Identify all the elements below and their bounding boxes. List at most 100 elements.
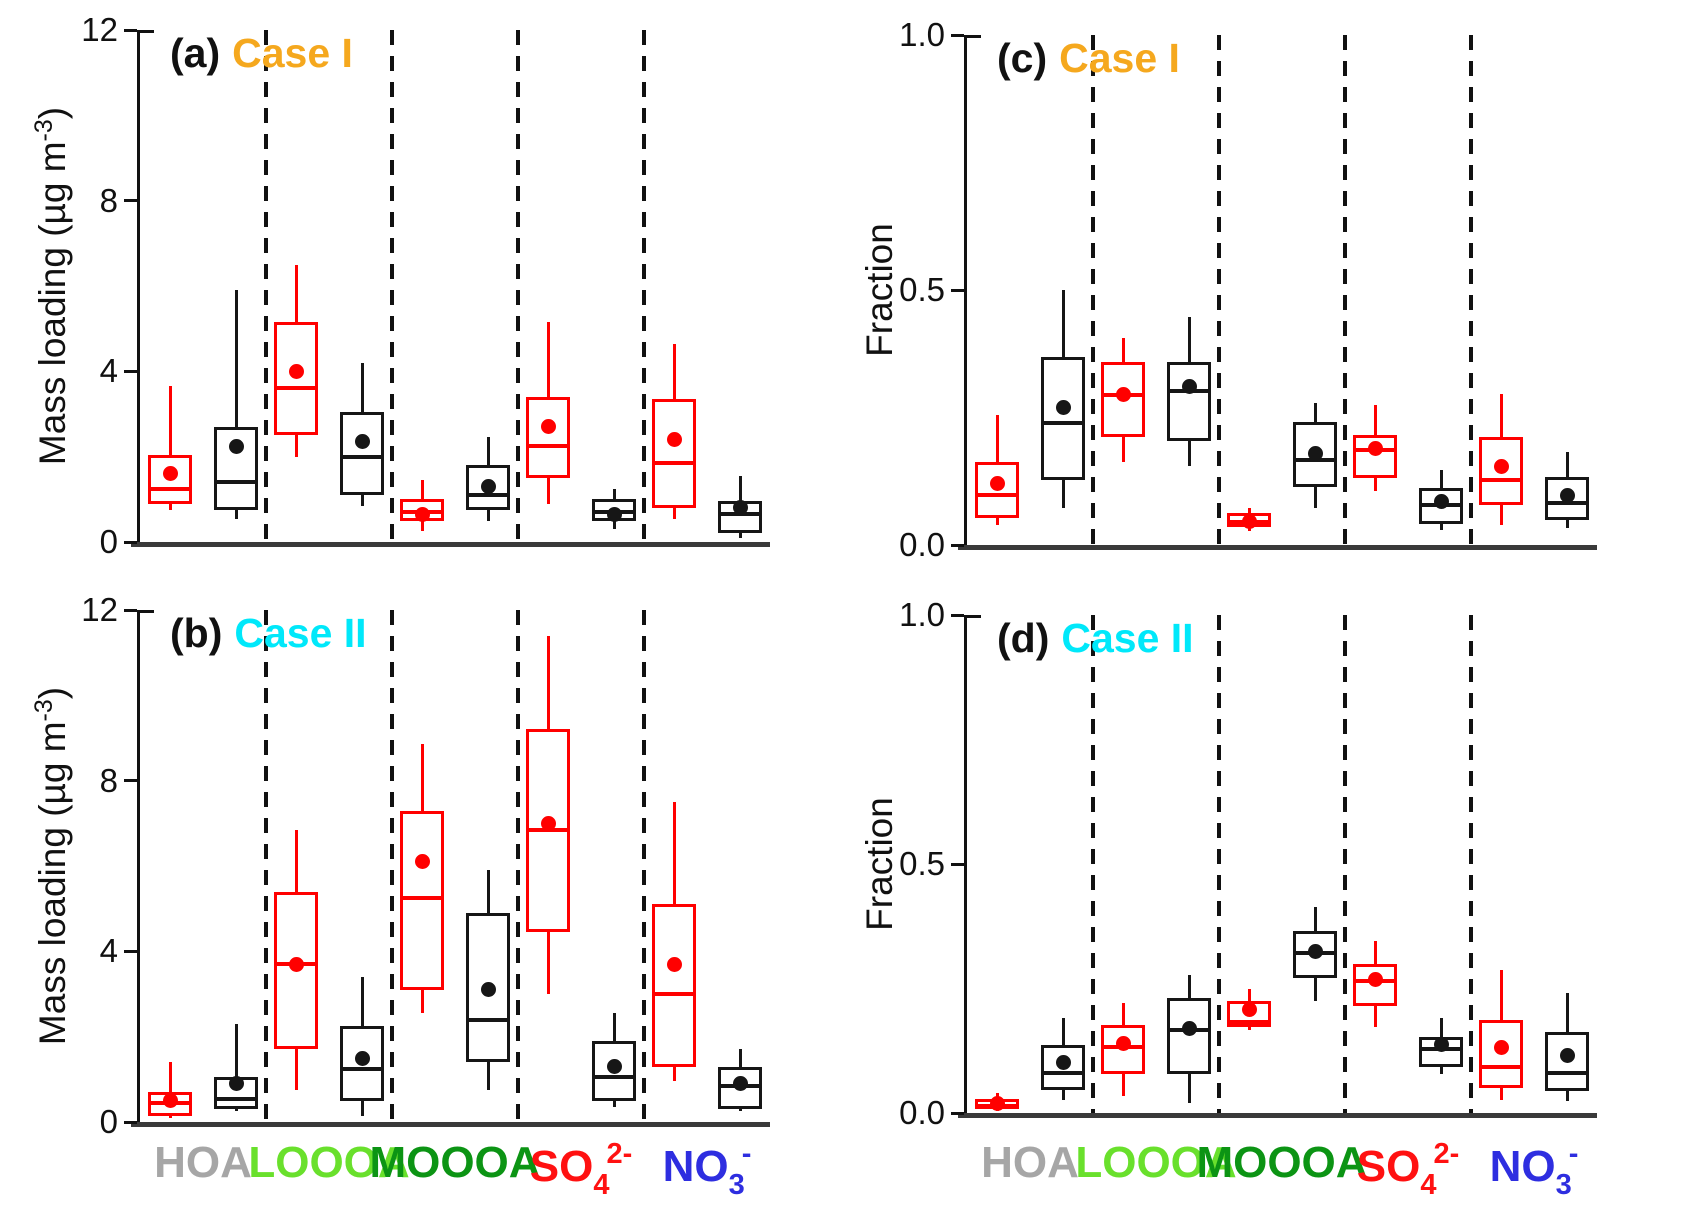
mean-dot-red-SO4 <box>1367 440 1383 456</box>
x-axis-category-labels-left: HOA LOOOA MOOOA SO42- NO3- <box>140 1138 770 1213</box>
panel-tag: (c) <box>997 35 1048 81</box>
y-axis-title-c: Fraction <box>857 223 901 357</box>
y-tick-label: 12 <box>81 591 118 628</box>
median-line-black-NO3 <box>1548 1070 1586 1075</box>
mean-dot-black-LOOOA <box>1181 379 1197 395</box>
panel-b: Mass loading (µg m-3) (b) Case II 0 4 8 12 <box>30 592 770 1140</box>
median-line-black-LOOOA <box>343 1066 381 1071</box>
mean-dot-black-SO4 <box>606 1059 622 1075</box>
mean-dot-red-MOOOA <box>414 854 430 870</box>
median-line-red-SO4 <box>529 444 567 448</box>
whisker-black-HOA <box>234 1023 238 1112</box>
x-axis-spine <box>958 545 1597 550</box>
y-tick-label: 1.0 <box>899 16 945 53</box>
box-red-NO3 <box>652 399 696 508</box>
y-axis-title-text: Fraction <box>859 797 901 931</box>
y-tick <box>951 1111 964 1115</box>
mean-dot-black-HOA <box>228 438 244 454</box>
median-line-red-MOOOA <box>1230 1020 1268 1025</box>
mean-dot-red-LOOOA <box>1115 1035 1131 1051</box>
y-tick-label: 0 <box>99 523 118 560</box>
x-axis-category-labels-right: HOA LOOOA MOOOA SO42- NO3- <box>967 1138 1597 1213</box>
mean-dot-red-MOOOA <box>1241 514 1257 530</box>
box-black-LOOOA <box>340 411 384 496</box>
mean-dot-black-NO3 <box>732 500 748 516</box>
x-category-label-HOA: HOA <box>981 1138 1079 1187</box>
y-axis-title-text: Mass loading (µg m <box>32 141 74 466</box>
plot-area-b: (b) Case II 0 4 8 12 <box>81 592 770 1140</box>
mean-dot-black-MOOOA <box>480 982 496 998</box>
mean-dot-black-HOA <box>228 1076 244 1092</box>
y-axis-top-bracket <box>137 610 154 613</box>
median-line-red-LOOOA <box>277 386 315 391</box>
median-line-red-HOA <box>978 493 1016 498</box>
median-line-red-NO3 <box>1482 1065 1520 1070</box>
x-category-label-MOOOA: MOOOA <box>1196 1138 1368 1187</box>
y-axis-top-bracket <box>964 615 981 618</box>
box-red-SO4 <box>1353 434 1397 479</box>
mean-dot-black-MOOOA <box>1307 943 1323 959</box>
x-category-label-LOOOA: LOOOA <box>248 1138 410 1187</box>
y-axis-top-bracket <box>137 30 154 33</box>
y-tick-label: 8 <box>99 181 118 219</box>
y-tick-label: 0.5 <box>899 271 945 308</box>
x-category-label-SO4: SO42- <box>529 1138 633 1201</box>
box-black-HOA <box>214 1077 258 1110</box>
x-category-label-HOA: HOA <box>154 1138 252 1187</box>
box-black-LOOOA <box>1167 997 1211 1075</box>
mean-dot-black-LOOOA <box>354 434 370 450</box>
category-separator-line <box>1469 35 1473 545</box>
case-label: Case II <box>234 610 367 656</box>
mean-dot-red-LOOOA <box>1115 387 1131 403</box>
mean-dot-red-SO4 <box>540 419 556 435</box>
box-red-SO4 <box>526 396 570 478</box>
y-tick <box>124 949 137 953</box>
y-axis-title-text: Mass loading (µg m <box>32 721 74 1046</box>
panel-title-d: (d) Case II <box>997 615 1194 662</box>
y-tick <box>124 1120 137 1124</box>
mean-dot-black-SO4 <box>1433 494 1449 510</box>
panel-title-c: (c) Case I <box>997 35 1180 82</box>
y-axis-spine <box>137 610 140 1126</box>
category-separator-line <box>264 610 268 1122</box>
y-axis-title-superscript: -3 <box>29 119 58 142</box>
category-separator-line <box>1469 615 1473 1113</box>
y-tick-label: 0.5 <box>899 845 945 882</box>
panel-title-a: (a) Case I <box>170 30 353 77</box>
case-label: Case I <box>1059 35 1180 81</box>
category-separator-line <box>1091 615 1095 1113</box>
y-tick-label: 4 <box>99 352 118 390</box>
y-axis-title-end: ) <box>32 686 74 700</box>
y-tick <box>124 608 137 612</box>
mean-dot-red-NO3 <box>666 956 682 972</box>
median-line-black-HOA <box>1044 421 1082 426</box>
box-red-NO3 <box>1479 436 1523 506</box>
mean-dot-black-MOOOA <box>480 479 496 495</box>
mean-dot-black-MOOOA <box>1307 445 1323 461</box>
median-line-black-HOA <box>1044 1070 1082 1075</box>
case-label: Case II <box>1061 615 1194 661</box>
median-line-black-LOOOA <box>343 454 381 459</box>
y-tick <box>951 613 964 617</box>
x-category-label-SO4: SO42- <box>1356 1138 1460 1201</box>
panel-c: Fraction (c) Case I 0.0 0.5 1.0 <box>859 17 1597 563</box>
y-tick-label: 4 <box>99 932 118 970</box>
plot-area-c: (c) Case I 0.0 0.5 1.0 <box>899 17 1597 563</box>
y-axis-spine <box>964 615 967 1117</box>
category-separator-line <box>642 610 646 1122</box>
mean-dot-red-NO3 <box>666 432 682 448</box>
box-black-HOA <box>214 426 258 510</box>
category-separator-line <box>1343 35 1347 545</box>
median-line-black-HOA <box>217 1096 255 1101</box>
category-separator-line <box>1091 35 1095 545</box>
median-line-black-MOOOA <box>469 1017 507 1022</box>
mean-dot-black-HOA <box>1055 399 1071 415</box>
median-line-red-NO3 <box>1482 478 1520 483</box>
y-axis-title-text: Fraction <box>859 223 901 357</box>
whisker-red-HOA <box>168 1062 172 1118</box>
y-tick <box>951 543 964 547</box>
y-axis-spine <box>137 30 140 546</box>
y-axis-title-a: Mass loading (µg m-3) <box>30 107 74 465</box>
x-axis-spine <box>131 542 770 547</box>
